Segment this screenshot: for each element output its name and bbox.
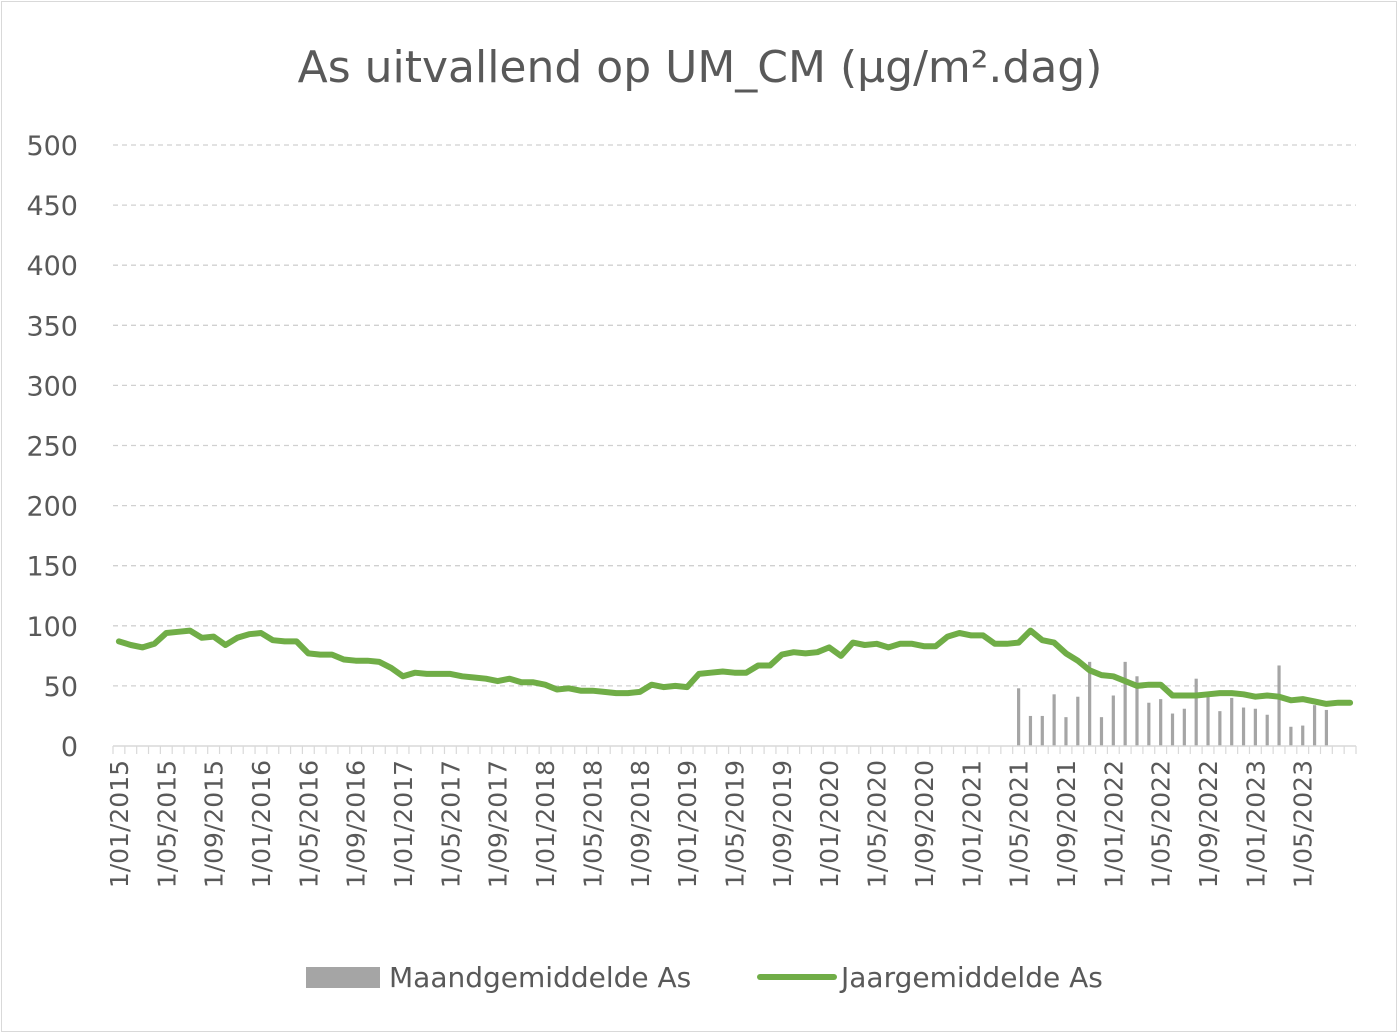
x-tick-label: 1/01/2021 [957, 760, 986, 888]
y-tick-label: 250 [26, 432, 78, 463]
x-tick-label: 1/05/2022 [1147, 760, 1176, 888]
bar [1253, 708, 1257, 746]
x-tick-label: 1/05/2016 [294, 760, 323, 888]
bar [1289, 726, 1293, 746]
y-tick-label: 200 [26, 492, 78, 523]
bar [1064, 717, 1068, 746]
bar [1099, 717, 1104, 746]
legend-label-maandgemiddelde: Maandgemiddelde As [389, 961, 691, 994]
bar [1194, 678, 1198, 746]
bar [1218, 711, 1222, 746]
x-tick-label: 1/01/2015 [105, 760, 134, 888]
y-tick-label: 50 [44, 672, 78, 703]
gridlines [113, 144, 1356, 687]
x-tick-label: 1/01/2018 [531, 760, 560, 888]
y-tick-label: 350 [26, 311, 78, 342]
x-tick-label: 1/05/2015 [152, 760, 181, 888]
x-tick-label: 1/01/2023 [1241, 760, 1270, 888]
legend: Maandgemiddelde As Jaargemiddelde As [306, 961, 1103, 994]
x-tick-label: 1/01/2017 [389, 760, 418, 888]
x-tick-label: 1/05/2020 [863, 760, 892, 888]
series-line [115, 627, 1354, 707]
x-tick-label: 1/09/2018 [626, 760, 655, 888]
x-tick-label: 1/01/2022 [1099, 760, 1128, 888]
bar [1040, 715, 1044, 746]
bar [1123, 661, 1127, 746]
bar [1265, 714, 1269, 746]
bar [1028, 715, 1033, 746]
legend-label-jaargemiddelde: Jaargemiddelde As [839, 961, 1103, 994]
x-tick-label: 1/05/2019 [721, 760, 750, 888]
y-axis-ticks: 0 50 100 150 200 250 300 350 400 450 500 [26, 131, 78, 763]
line-series-jaargemiddelde [115, 627, 1354, 707]
x-tick-label: 1/01/2016 [247, 760, 276, 888]
bar [1241, 707, 1246, 746]
bar [1170, 713, 1175, 746]
y-tick-label: 150 [26, 552, 78, 583]
bar-series-maandgemiddelde [1017, 661, 1329, 746]
x-tick-label: 1/09/2017 [484, 760, 513, 888]
x-tick-label: 1/01/2019 [673, 760, 702, 888]
bar [1182, 708, 1186, 746]
y-tick-label: 0 [61, 732, 78, 763]
bar [1277, 665, 1281, 746]
bar [1312, 705, 1317, 746]
bar [1017, 688, 1021, 746]
bar [1301, 725, 1305, 746]
y-tick-label: 450 [26, 191, 78, 222]
bar [1076, 696, 1080, 746]
y-tick-label: 500 [26, 131, 78, 162]
x-tick-label: 1/05/2021 [1005, 760, 1034, 888]
y-tick-label: 300 [26, 371, 78, 402]
x-tick-label: 1/05/2018 [578, 760, 607, 888]
x-tick-label: 1/09/2015 [200, 760, 229, 888]
y-tick-label: 100 [26, 612, 78, 643]
bar [1324, 709, 1329, 746]
bar [1159, 699, 1163, 746]
x-tick-label: 1/01/2020 [815, 760, 844, 888]
x-tick-label: 1/09/2021 [1052, 760, 1081, 888]
x-tick-label: 1/09/2019 [768, 760, 797, 888]
x-axis: 1/01/2015 1/05/2015 1/09/2015 1/01/2016 1/05… [105, 745, 1357, 888]
bar [1147, 702, 1151, 746]
bar [1111, 695, 1115, 746]
bar [1135, 676, 1139, 746]
x-tick-label: 1/09/2022 [1194, 760, 1223, 888]
bar [1088, 661, 1092, 746]
x-tick-label: 1/05/2017 [436, 760, 465, 888]
x-tick-label: 1/09/2020 [910, 760, 939, 888]
chart-title: As uitvallend op UM_CM (µg/m².dag) [298, 42, 1103, 93]
x-tick-label: 1/05/2023 [1289, 760, 1318, 888]
y-tick-label: 400 [26, 251, 78, 282]
x-tick-label: 1/09/2016 [342, 760, 371, 888]
bar [1206, 694, 1210, 746]
legend-swatch-maandgemiddelde [306, 967, 380, 988]
bar [1230, 697, 1234, 746]
bar [1052, 694, 1056, 746]
